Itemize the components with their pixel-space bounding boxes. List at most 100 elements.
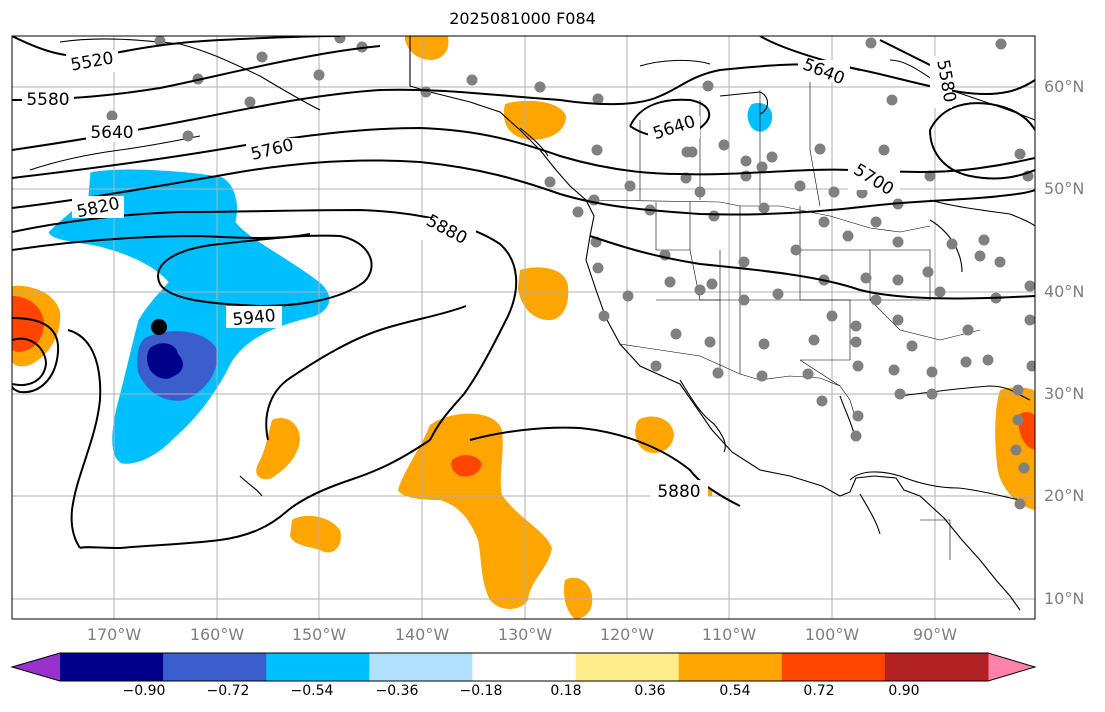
- station-dot: [894, 388, 906, 400]
- station-dot: [670, 328, 682, 340]
- colorbar-segment: [266, 653, 370, 681]
- station-dot: [850, 320, 862, 332]
- station-dot: [686, 146, 698, 158]
- contour-label: 5940: [232, 306, 277, 330]
- station-dot: [544, 176, 556, 188]
- station-dot: [852, 410, 864, 422]
- contour-label-gaps: [22, 50, 952, 502]
- colorbar-segment: [369, 653, 473, 681]
- station-dot: [718, 139, 730, 151]
- station-dot: [888, 364, 900, 376]
- colorbar-max-extend: [988, 653, 1035, 681]
- contour-label: 5880: [657, 482, 700, 502]
- location-marker: [151, 319, 167, 335]
- colorbar-tick-label: 0.54: [719, 683, 751, 699]
- station-dot: [106, 110, 118, 122]
- lat-label: 20°N: [1044, 486, 1085, 505]
- lon-label: 140°W: [394, 625, 450, 644]
- lon-label: 110°W: [701, 625, 757, 644]
- strong-negative-region: [147, 343, 183, 379]
- station-dot: [740, 155, 752, 167]
- contour-label: 5580: [26, 90, 69, 110]
- station-dot: [591, 144, 603, 156]
- map-frame: [11, 35, 1036, 620]
- positive-anomaly-region: [518, 267, 569, 321]
- station-dot: [892, 236, 904, 248]
- station-dot: [622, 290, 634, 302]
- lat-label: 50°N: [1044, 179, 1085, 198]
- lat-label: 30°N: [1044, 384, 1085, 403]
- positive-anomaly-region: [398, 413, 552, 609]
- station-dot: [926, 366, 938, 378]
- station-dot: [313, 69, 325, 81]
- station-dot: [870, 216, 882, 228]
- station-dot: [756, 370, 768, 382]
- positive-anomaly-region: [256, 418, 300, 480]
- page-title: 2025081000 F084: [449, 9, 596, 28]
- station-dot: [870, 294, 882, 306]
- station-dot: [922, 266, 934, 278]
- lat-label: 40°N: [1044, 282, 1085, 301]
- station-dot: [708, 210, 720, 222]
- positive-anomaly-region: [405, 36, 449, 60]
- strong-positive-region: [451, 455, 482, 477]
- station-dot: [802, 368, 814, 380]
- station-dot: [154, 36, 166, 47]
- lon-label: 150°W: [291, 625, 347, 644]
- station-dot: [702, 80, 714, 92]
- station-dot: [420, 86, 432, 98]
- lon-label: 170°W: [86, 625, 142, 644]
- station-dot: [534, 81, 546, 93]
- station-dot: [814, 143, 826, 155]
- colorbar-min-extend: [12, 653, 60, 681]
- station-dot: [978, 234, 990, 246]
- station-dot: [624, 180, 636, 192]
- station-dot: [906, 340, 918, 352]
- lon-label: 90°W: [912, 625, 958, 644]
- colorbar: [10, 652, 1037, 682]
- station-dot: [856, 187, 868, 199]
- station-dot: [994, 256, 1006, 268]
- station-dot: [1024, 314, 1035, 326]
- colorbar-tick-label: 0.90: [888, 683, 920, 699]
- colorbar-tick-label: −0.18: [459, 683, 503, 699]
- station-dot: [182, 130, 194, 142]
- station-dot: [1014, 148, 1026, 160]
- lon-label: 160°W: [189, 625, 245, 644]
- contour-label: 5640: [90, 123, 133, 143]
- station-dot: [852, 360, 864, 372]
- station-dot: [1024, 280, 1035, 292]
- station-dot: [865, 37, 877, 49]
- station-dot: [926, 388, 938, 400]
- lat-label: 60°N: [1044, 77, 1085, 96]
- station-dot: [974, 250, 986, 262]
- station-dot: [790, 244, 802, 256]
- station-dot: [356, 41, 368, 53]
- station-dot: [995, 38, 1007, 50]
- colorbar-tick-label: −0.54: [290, 683, 334, 699]
- colorbar-segment: [163, 653, 267, 681]
- lat-label: 10°N: [1044, 589, 1085, 608]
- station-dot: [664, 276, 676, 288]
- station-dot: [738, 256, 750, 268]
- station-dot: [962, 324, 974, 336]
- station-dot: [694, 284, 706, 296]
- colorbar-tick-label: −0.72: [206, 683, 250, 699]
- station-dot: [808, 334, 820, 346]
- station-dot: [256, 51, 268, 63]
- colorbar-segment: [60, 653, 164, 681]
- station-dot: [794, 180, 806, 192]
- colorbar-segment: [884, 653, 989, 681]
- station-dot: [850, 336, 862, 348]
- height-contours: [12, 36, 1035, 550]
- station-dot: [680, 172, 692, 184]
- station-dot: [960, 356, 972, 368]
- station-dot: [828, 186, 840, 198]
- station-dot: [758, 202, 770, 214]
- station-dot: [816, 395, 828, 407]
- positive-anomaly-region: [564, 577, 593, 619]
- lon-label: 130°W: [497, 625, 553, 644]
- station-dot: [466, 74, 478, 86]
- contour-label: 5880: [423, 211, 471, 249]
